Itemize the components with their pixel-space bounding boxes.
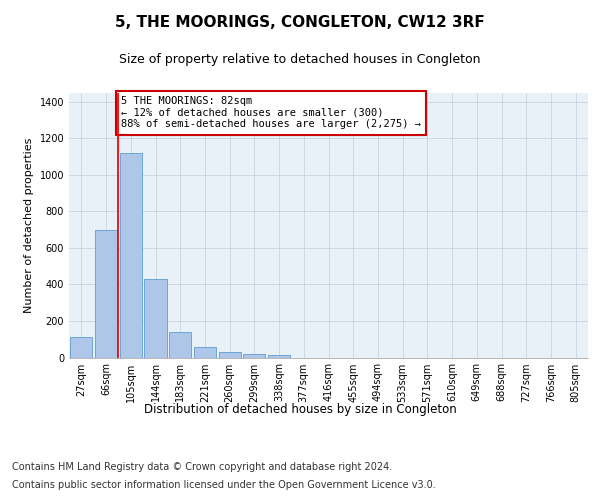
Y-axis label: Number of detached properties: Number of detached properties xyxy=(24,138,34,312)
Bar xyxy=(145,279,167,357)
Bar xyxy=(218,352,241,358)
Bar xyxy=(119,153,142,358)
Bar xyxy=(95,230,117,358)
Text: Contains public sector information licensed under the Open Government Licence v3: Contains public sector information licen… xyxy=(12,480,436,490)
Bar xyxy=(70,338,92,357)
Text: 5, THE MOORINGS, CONGLETON, CW12 3RF: 5, THE MOORINGS, CONGLETON, CW12 3RF xyxy=(115,15,485,30)
Bar xyxy=(243,354,265,358)
Text: Contains HM Land Registry data © Crown copyright and database right 2024.: Contains HM Land Registry data © Crown c… xyxy=(12,462,392,472)
Text: Size of property relative to detached houses in Congleton: Size of property relative to detached ho… xyxy=(119,52,481,66)
Bar xyxy=(194,348,216,358)
Text: Distribution of detached houses by size in Congleton: Distribution of detached houses by size … xyxy=(143,402,457,415)
Bar xyxy=(169,332,191,357)
Bar xyxy=(268,356,290,358)
Text: 5 THE MOORINGS: 82sqm
← 12% of detached houses are smaller (300)
88% of semi-det: 5 THE MOORINGS: 82sqm ← 12% of detached … xyxy=(121,96,421,130)
